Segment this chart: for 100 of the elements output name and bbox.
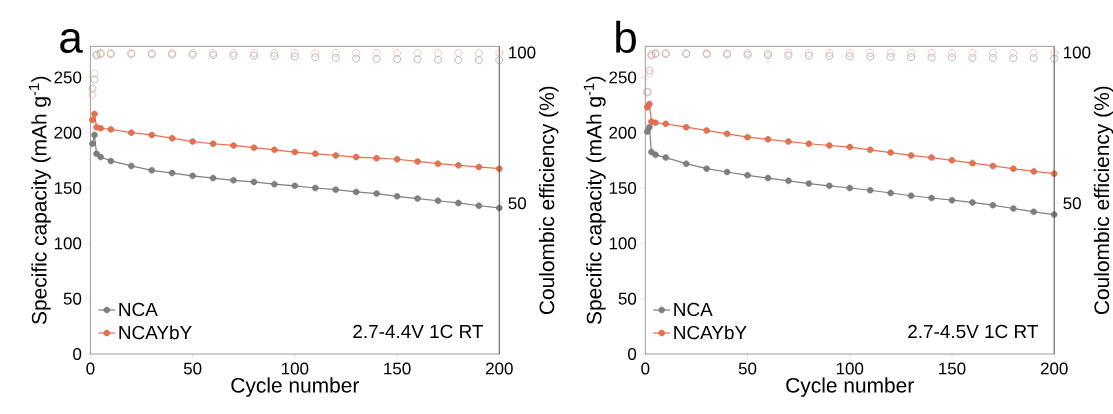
point <box>209 174 217 182</box>
point <box>907 152 915 159</box>
point <box>907 192 915 199</box>
point <box>413 55 422 64</box>
point <box>88 84 97 93</box>
point <box>867 146 874 154</box>
x-axis-title: Cycle number <box>786 377 914 397</box>
point <box>352 54 360 63</box>
x-tick-label: 150 <box>384 362 411 375</box>
point <box>1050 49 1059 57</box>
point <box>785 177 792 185</box>
point <box>662 120 669 128</box>
point <box>475 163 483 171</box>
point <box>1051 170 1058 177</box>
y-tick-label: 50 <box>618 292 637 305</box>
y-tick-label: 0 <box>73 348 82 360</box>
point <box>846 143 853 151</box>
x-tick-label: 200 <box>1040 362 1068 375</box>
y-tick-label: 150 <box>54 182 82 195</box>
point <box>948 157 956 164</box>
point <box>372 49 381 57</box>
point <box>968 49 977 57</box>
y-tick-label: 200 <box>609 126 637 139</box>
annotation: 2.7-4.4V 1C RT <box>353 324 484 339</box>
point <box>1029 49 1038 57</box>
point <box>1051 211 1058 218</box>
point <box>683 160 690 167</box>
point <box>291 49 299 57</box>
x-tick-label: 200 <box>486 362 513 375</box>
y-tick-label: 200 <box>54 126 82 139</box>
point <box>646 123 653 131</box>
point <box>189 138 196 145</box>
point <box>1030 208 1037 216</box>
point <box>703 127 710 134</box>
point <box>887 189 894 197</box>
point <box>352 153 360 161</box>
point <box>826 142 833 149</box>
point <box>168 169 176 177</box>
x-tick-label: 0 <box>86 362 95 375</box>
point <box>352 188 360 196</box>
y-axis-title: Specific capacity (mAh g$^{-1}$) <box>28 76 51 325</box>
point <box>785 138 792 145</box>
point <box>107 126 115 133</box>
point <box>89 140 96 147</box>
point <box>455 162 462 169</box>
legend-label: NCAYbY <box>674 325 747 340</box>
point <box>332 186 339 193</box>
point <box>475 56 483 64</box>
point <box>744 172 751 179</box>
point <box>703 165 710 172</box>
point <box>1010 165 1017 172</box>
point <box>148 131 155 139</box>
point <box>496 204 503 212</box>
x-tick-label: 100 <box>282 362 309 375</box>
point <box>744 133 751 141</box>
point <box>1050 54 1059 63</box>
legend-label: NCA <box>119 302 158 317</box>
legend-label: NCA <box>674 302 713 317</box>
point <box>331 49 340 57</box>
y-tick-label: 150 <box>609 182 637 195</box>
point <box>646 100 653 108</box>
point <box>805 180 813 187</box>
point <box>845 52 854 61</box>
point <box>948 53 956 62</box>
point <box>97 125 104 132</box>
point <box>291 52 299 61</box>
point <box>989 54 997 62</box>
point <box>1010 205 1017 212</box>
point <box>907 49 915 57</box>
point <box>373 154 380 162</box>
point <box>764 174 772 182</box>
x-tick-label: 50 <box>738 362 757 375</box>
point <box>89 116 96 124</box>
point <box>1009 49 1018 57</box>
point <box>475 202 483 209</box>
point <box>311 49 320 57</box>
x-tick-label: 50 <box>183 362 202 375</box>
y-tick-label: 50 <box>63 292 82 305</box>
point <box>148 167 155 174</box>
point <box>271 180 278 188</box>
y2-axis-title: Coulombic efficiency (%) <box>1093 86 1113 315</box>
point <box>107 157 115 165</box>
point <box>496 165 503 172</box>
point <box>886 49 895 57</box>
point <box>1009 54 1018 62</box>
y-tick-label: 250 <box>54 71 82 84</box>
point <box>846 184 853 192</box>
point <box>867 187 874 194</box>
point <box>434 49 442 57</box>
point <box>90 69 99 78</box>
point <box>434 197 442 204</box>
point <box>475 49 483 57</box>
point <box>495 56 504 65</box>
point <box>662 154 669 161</box>
point <box>907 53 915 62</box>
x-tick-label: 150 <box>939 362 966 375</box>
point <box>805 140 813 147</box>
point <box>209 140 217 147</box>
y2-axis-title: Coulombic efficiency (%) <box>538 86 559 315</box>
y2-tick-label: 50 <box>1063 197 1081 210</box>
